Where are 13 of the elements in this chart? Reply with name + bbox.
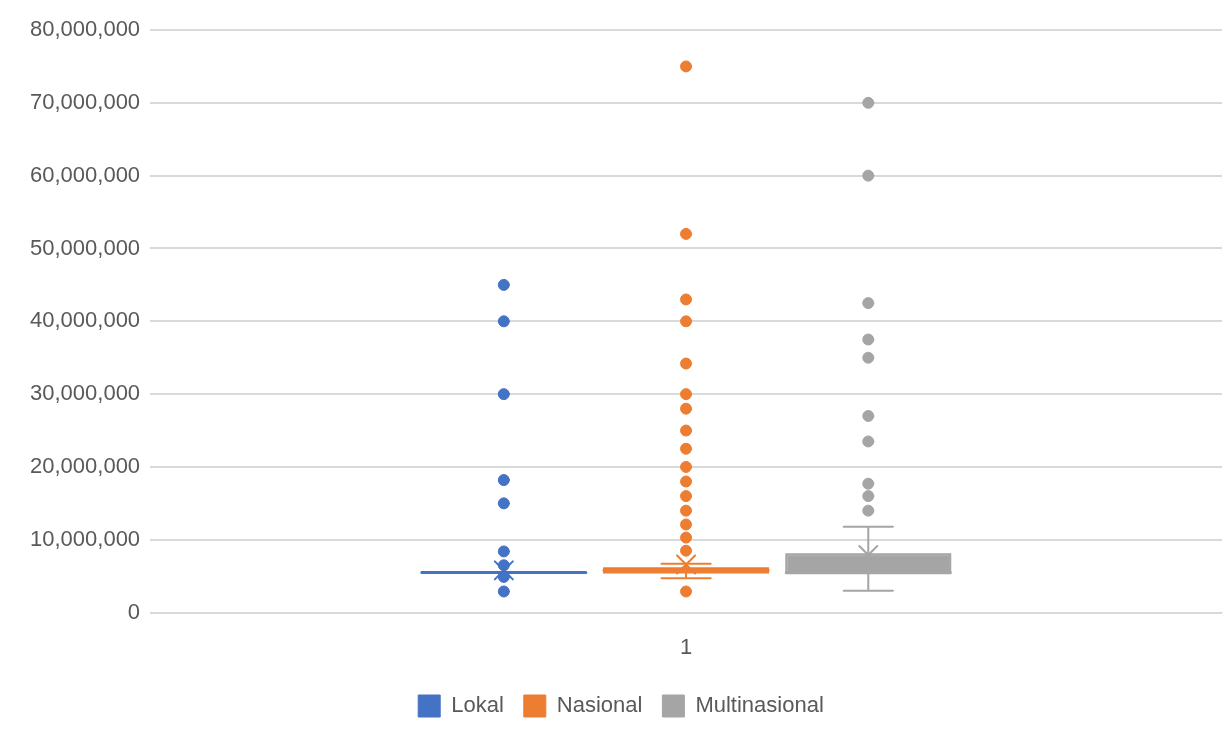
y-tick-label: 60,000,000 — [30, 161, 141, 187]
y-tick-label: 20,000,000 — [30, 453, 141, 479]
y-tick-label: 50,000,000 — [30, 234, 141, 260]
legend-label: Nasional — [556, 692, 643, 718]
x-tick-label: 1 — [679, 633, 693, 659]
y-tick-label: 80,000,000 — [30, 16, 141, 42]
legend-label: Multinasional — [695, 692, 824, 718]
y-tick-label: 40,000,000 — [30, 307, 141, 333]
legend-label: Lokal — [451, 692, 504, 718]
y-tick-label: 30,000,000 — [30, 380, 141, 406]
y-tick-label: 0 — [127, 598, 141, 624]
y-tick-label: 70,000,000 — [30, 88, 141, 114]
y-tick-label: 10,000,000 — [30, 525, 141, 551]
